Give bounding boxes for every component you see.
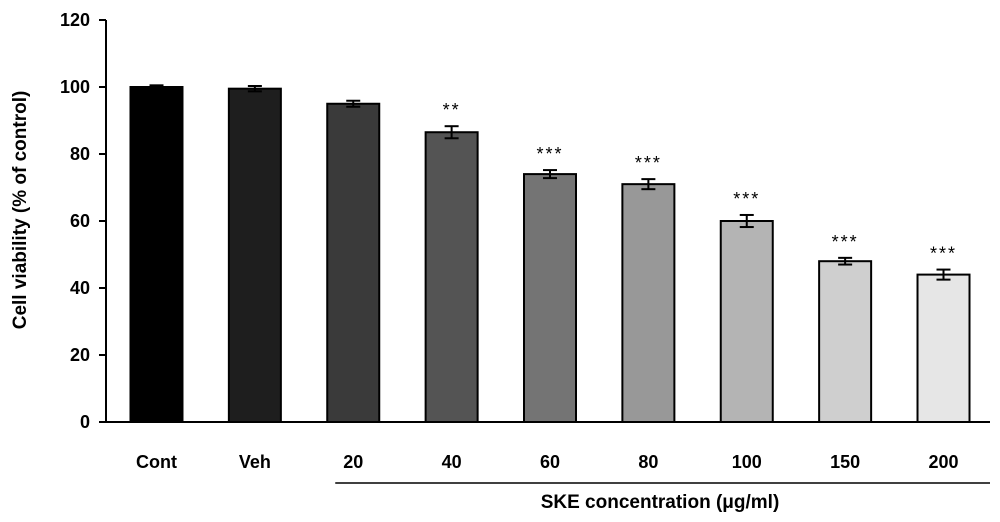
y-tick-label: 40	[70, 278, 90, 298]
bar	[227, 87, 282, 424]
y-tick-label: 20	[70, 345, 90, 365]
y-axis: 0 20 40 60 80 100 120	[60, 10, 107, 432]
bar	[621, 183, 676, 423]
y-tick-label: 80	[70, 144, 90, 164]
significance-label: **	[443, 100, 461, 120]
significance-label: ***	[832, 232, 859, 252]
y-tick-label: 60	[70, 211, 90, 231]
x-tick-label: 150	[830, 452, 860, 472]
x-tick-label: 80	[638, 452, 658, 472]
significance-label: ***	[635, 153, 662, 173]
x-tick-label: Veh	[239, 452, 271, 472]
x-tick-label: 20	[343, 452, 363, 472]
bar	[719, 220, 774, 423]
x-tick-label: 200	[928, 452, 958, 472]
significance-label: ***	[733, 189, 760, 209]
x-tick-label: 60	[540, 452, 560, 472]
x-axis-label: SKE concentration (μg/ml)	[541, 492, 780, 513]
bar	[424, 131, 479, 423]
significance-label: ***	[930, 244, 957, 264]
x-tick-label: Cont	[136, 452, 177, 472]
bar	[916, 273, 971, 423]
y-tick-label: 100	[60, 77, 90, 97]
significance-label: ***	[536, 144, 563, 164]
y-tick-label: 120	[60, 10, 90, 30]
y-axis-label: Cell viability (% of control)	[10, 91, 31, 330]
y-tick-label: 0	[80, 412, 90, 432]
bar	[818, 260, 873, 424]
bar	[523, 173, 577, 423]
x-axis: Cont Veh 20 40 60 80 100 150 200	[106, 421, 990, 484]
bar	[326, 102, 381, 423]
x-tick-label: 100	[732, 452, 762, 472]
bar	[129, 86, 184, 423]
x-tick-label: 40	[442, 452, 462, 472]
bars: ***** ************	[129, 84, 971, 424]
